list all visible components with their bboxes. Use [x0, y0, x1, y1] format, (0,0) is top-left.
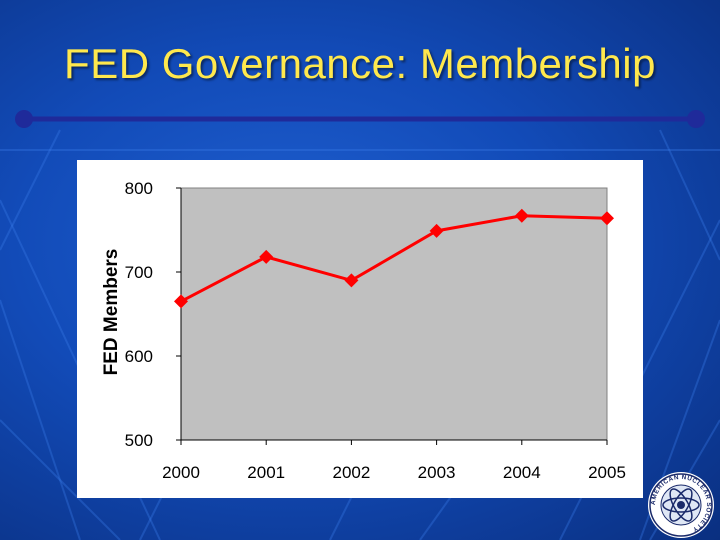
- data-point-2005: [600, 211, 614, 226]
- y-tick-label-600: 600: [125, 347, 153, 366]
- x-tick-label-2001: 2001: [247, 463, 285, 482]
- x-tick-label-2000: 2000: [162, 463, 200, 482]
- data-point-2001: [259, 249, 274, 264]
- data-point-2004: [514, 208, 529, 223]
- series-line: [180, 214, 608, 303]
- chart-panel: 500 600 700 800 2000 2001 2002 2003 2004 2005: [77, 160, 643, 498]
- data-point-2003: [429, 223, 444, 238]
- data-point-2000: [174, 294, 188, 309]
- x-tick-label-2005: 2005: [588, 463, 626, 482]
- ans-logo: AMERICAN NUCLEAR SOCIETY: [648, 472, 714, 538]
- plot-area: [180, 187, 608, 441]
- y-tick-label-800: 800: [125, 179, 153, 198]
- y-tick-label-700: 700: [125, 263, 153, 282]
- data-point-2002: [344, 273, 359, 288]
- x-tick-label-2003: 2003: [418, 463, 456, 482]
- x-tick-label-2004: 2004: [503, 463, 541, 482]
- title-divider: [15, 110, 705, 128]
- slide-title: FED Governance: Membership: [64, 40, 656, 87]
- y-axis-label: FED Members: [101, 248, 122, 376]
- line-chart: 500 600 700 800 2000 2001 2002 2003 2004 2005: [125, 179, 626, 482]
- x-tick-label-2002: 2002: [332, 463, 370, 482]
- y-tick-label-500: 500: [125, 431, 153, 450]
